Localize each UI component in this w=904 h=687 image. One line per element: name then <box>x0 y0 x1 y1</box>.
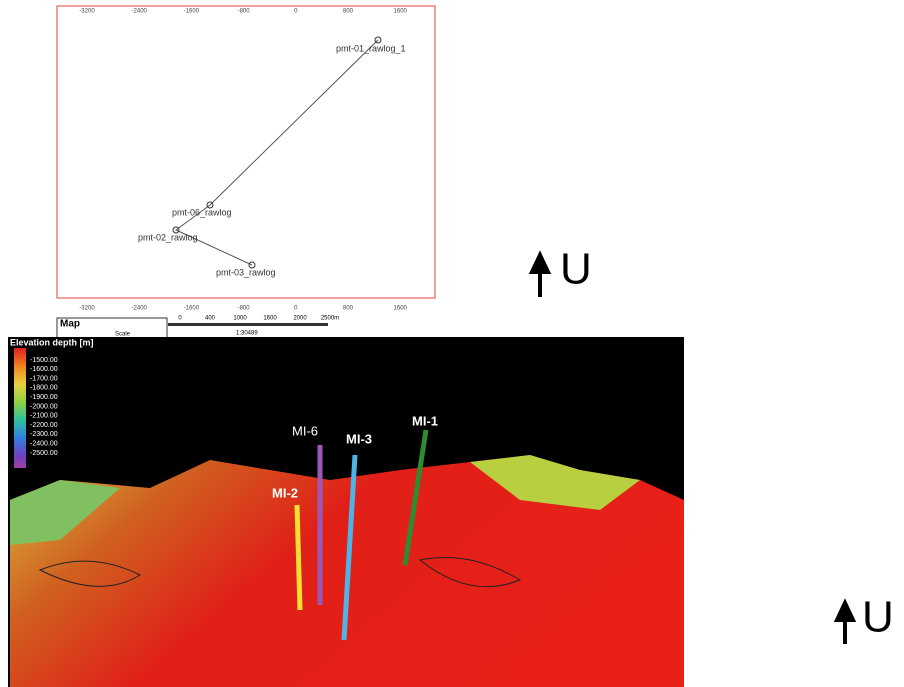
well-label: MI-2 <box>272 485 298 500</box>
surface-wells: MI-6 MI-3 MI-1 MI-2 <box>272 413 438 641</box>
legend-title: Map <box>60 319 80 330</box>
x-tick-label: -1600 <box>184 306 200 312</box>
well-marker <box>206 201 214 209</box>
colorbar-label: -2200.00 <box>30 422 58 429</box>
x-tick-label: -800 <box>238 306 251 312</box>
well-marker <box>248 261 256 269</box>
colorbar-label: -2100.00 <box>30 413 58 420</box>
contour <box>38 557 522 588</box>
north-arrow <box>833 598 857 644</box>
colorbar-title: Elevation depth [m] <box>10 337 94 347</box>
colorbar-label: -1900.00 <box>30 394 58 401</box>
colorbar-label: -2500.00 <box>30 450 58 457</box>
well-label: MI-3 <box>346 431 372 446</box>
legend-scale: Scale <box>115 332 131 338</box>
colorbar-labels: -1500.00 -1600.00 -1700.00 -1800.00 -1900.00… <box>30 357 58 457</box>
well-label: MI-6 <box>292 423 318 438</box>
scale-label: 400 <box>205 316 216 322</box>
north-label: U <box>862 593 894 642</box>
well-trajectory <box>294 504 303 611</box>
scale-label: 2500m <box>321 316 339 322</box>
colorbar <box>14 348 26 468</box>
well-label: pmt-02_rawlog <box>138 232 198 242</box>
colorbar-label: -2000.00 <box>30 403 58 410</box>
colorbar-label: -1800.00 <box>30 385 58 392</box>
colorbar-label: -2400.00 <box>30 441 58 448</box>
well-label: MI-1 <box>412 413 438 428</box>
scale-label: 1000 <box>233 316 247 322</box>
x-tick-label: 0 <box>294 9 298 15</box>
scale-bar <box>168 323 328 326</box>
north-arrow <box>528 250 552 297</box>
well-marker <box>374 36 382 44</box>
well-label: pmt-01_rawlog_1 <box>336 43 406 53</box>
surface-high <box>470 455 640 510</box>
well-label: pmt-06_rawlog <box>172 207 232 217</box>
x-tick-label: 800 <box>343 9 354 15</box>
colorbar-label: -1700.00 <box>30 375 58 382</box>
x-tick-label: -2400 <box>132 306 148 312</box>
well-marker <box>172 226 180 234</box>
well-trajectory <box>402 429 429 566</box>
well-path <box>175 39 379 266</box>
map-frame <box>56 5 436 299</box>
colorbar-label: -2300.00 <box>30 431 58 438</box>
scale-label: 1600 <box>263 316 277 322</box>
x-tick-label: 1600 <box>394 9 408 15</box>
map-x-ticks: -3200 -3200 -2400 -2400 -1600 -1600 -800 -800 0 0… <box>79 9 407 322</box>
x-tick-label: -3200 <box>79 9 95 15</box>
north-label: U <box>560 245 592 294</box>
x-tick-label: -2400 <box>132 9 148 15</box>
colorbar-label: -1500.00 <box>30 357 58 364</box>
x-tick-label: 0 <box>294 306 298 312</box>
colorbar-label: -1600.00 <box>30 366 58 373</box>
x-tick-label: 800 <box>343 306 354 312</box>
scale-label: 0 <box>178 316 182 322</box>
well-label: pmt-03_rawlog <box>216 267 276 277</box>
well-trajectory <box>341 454 358 641</box>
surface-high <box>10 480 120 545</box>
x-tick-label: -3200 <box>79 306 95 312</box>
x-tick-label: -1600 <box>184 9 200 15</box>
x-tick-label: 1600 <box>394 306 408 312</box>
scale-ratio: 1:30489 <box>236 331 258 337</box>
x-tick-label: -800 <box>238 9 251 15</box>
scale-label: 2000 <box>293 316 307 322</box>
